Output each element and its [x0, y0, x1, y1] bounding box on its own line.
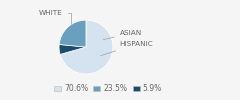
Text: HISPANIC: HISPANIC: [101, 41, 153, 56]
Text: WHITE: WHITE: [39, 10, 71, 24]
Wedge shape: [59, 20, 86, 47]
Wedge shape: [59, 44, 86, 54]
Legend: 70.6%, 23.5%, 5.9%: 70.6%, 23.5%, 5.9%: [51, 81, 165, 96]
Wedge shape: [60, 20, 113, 74]
Text: ASIAN: ASIAN: [103, 30, 142, 40]
